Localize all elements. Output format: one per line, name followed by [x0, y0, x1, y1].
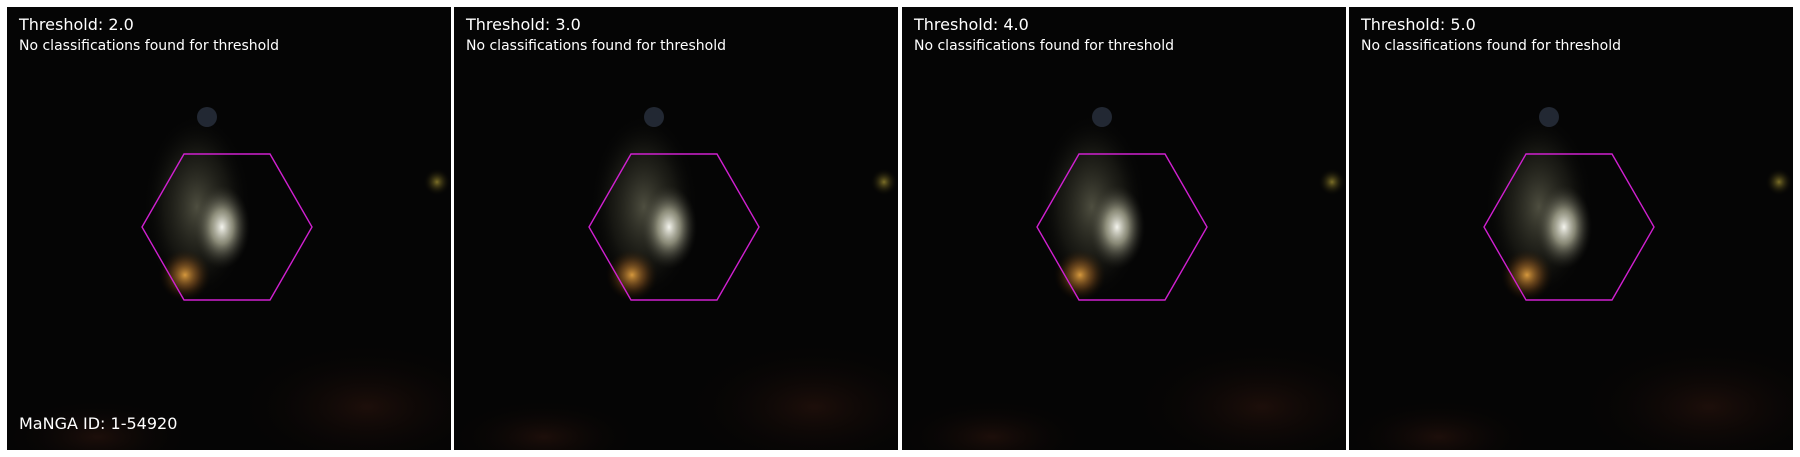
panel-title: Threshold: 3.0	[466, 15, 581, 34]
threshold-panel-3: Threshold: 3.0 No classifications found …	[454, 7, 898, 450]
threshold-panel-5: Threshold: 5.0 No classifications found …	[1349, 7, 1793, 450]
threshold-panel-4: Threshold: 4.0 No classifications found …	[902, 7, 1346, 450]
galaxy-image	[454, 7, 898, 450]
hexagon-footprint	[1483, 153, 1655, 301]
panel-title: Threshold: 4.0	[914, 15, 1029, 34]
manga-id-label: MaNGA ID: 1-54920	[19, 414, 178, 433]
panel-message: No classifications found for threshold	[914, 38, 1174, 54]
threshold-panel-2: Threshold: 2.0 No classifications found …	[7, 7, 451, 450]
panel-title: Threshold: 2.0	[19, 15, 134, 34]
hexagon-footprint	[1036, 153, 1208, 301]
galaxy-image	[1349, 7, 1793, 450]
panel-title: Threshold: 5.0	[1361, 15, 1476, 34]
panel-message: No classifications found for threshold	[19, 38, 279, 54]
galaxy-image	[902, 7, 1346, 450]
panel-message: No classifications found for threshold	[466, 38, 726, 54]
panel-message: No classifications found for threshold	[1361, 38, 1621, 54]
hexagon-footprint	[141, 153, 313, 301]
hexagon-footprint	[588, 153, 760, 301]
galaxy-image	[7, 7, 451, 450]
